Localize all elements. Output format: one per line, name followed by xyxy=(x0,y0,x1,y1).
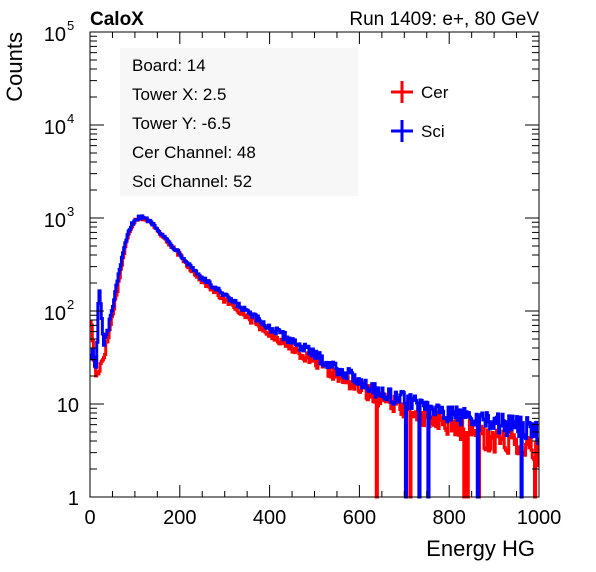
x-tick-label: 800 xyxy=(433,507,466,529)
info-tower-y: Tower Y: -6.5 xyxy=(132,114,231,133)
legend-cer-label: Cer xyxy=(421,83,449,102)
series-layer xyxy=(89,214,540,499)
info-sci-channel: Sci Channel: 52 xyxy=(132,172,252,191)
y-tick-label: 10 xyxy=(57,395,79,417)
y-tick-exponent: 3 xyxy=(67,204,74,219)
plot-frame xyxy=(89,31,540,498)
y-tick-label: 10 xyxy=(44,210,66,232)
x-tick-label: 600 xyxy=(343,507,376,529)
legend-entry-sci: Sci xyxy=(391,120,445,142)
info-box-background xyxy=(120,48,358,196)
y-tick-label: 1 xyxy=(68,488,79,510)
x-axis-title: Energy HG xyxy=(426,536,535,561)
legend-sci-label: Sci xyxy=(421,122,445,141)
y-tick-exponent: 4 xyxy=(67,111,74,126)
info-cer-channel: Cer Channel: 48 xyxy=(132,143,256,162)
x-tick-label: 200 xyxy=(163,507,196,529)
info-tower-x: Tower X: 2.5 xyxy=(132,85,227,104)
y-tick-exponent: 5 xyxy=(67,18,74,33)
x-tick-label: 0 xyxy=(84,507,95,529)
legend-entry-cer: Cer xyxy=(391,81,449,103)
y-axis-title: Counts xyxy=(2,32,27,102)
info-box: Board: 14 Tower X: 2.5 Tower Y: -6.5 Cer… xyxy=(120,48,358,196)
header-right-label: Run 1409: e+, 80 GeV xyxy=(349,9,539,30)
header-left-label: CaloX xyxy=(90,9,144,30)
legend: Cer Sci xyxy=(391,81,449,142)
series-sci-line xyxy=(89,214,540,499)
x-tick-label: 1000 xyxy=(517,507,562,529)
y-tick-label: 10 xyxy=(44,117,66,139)
y-tick-label: 10 xyxy=(44,303,66,325)
info-board: Board: 14 xyxy=(132,56,206,75)
x-tick-label: 400 xyxy=(253,507,286,529)
y-tick-label: 10 xyxy=(44,24,66,46)
y-tick-exponent: 2 xyxy=(67,297,74,312)
